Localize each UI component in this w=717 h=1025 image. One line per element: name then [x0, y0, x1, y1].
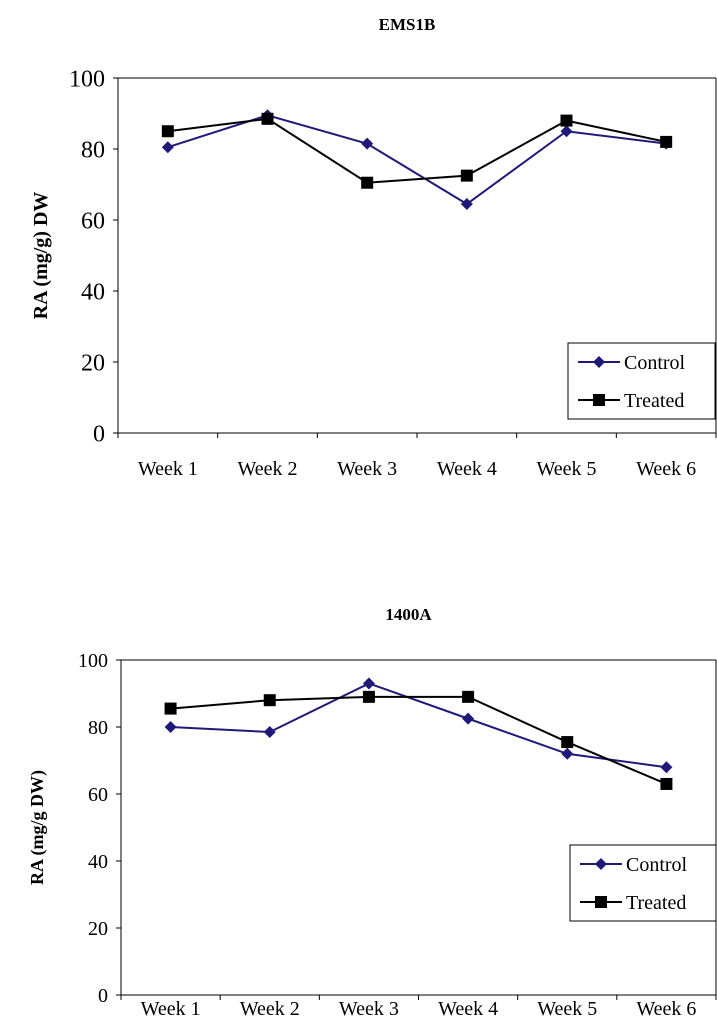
data-point-control: [460, 198, 473, 211]
y-tick-label: 0: [98, 985, 108, 1007]
x-tick-label: Week 3: [337, 458, 397, 480]
data-point-control: [161, 141, 174, 154]
data-point-treated: [660, 777, 673, 790]
legend-label-treated: Treated: [624, 390, 684, 412]
x-tick-label: Week 6: [636, 998, 696, 1020]
data-point-control: [660, 761, 673, 774]
data-point-control: [462, 712, 475, 725]
y-tick-label: 80: [81, 137, 105, 163]
y-axis-label: RA (mg/g DW): [27, 770, 48, 885]
legend-box: [569, 844, 717, 922]
x-tick-label: Week 6: [636, 458, 696, 480]
data-point-treated: [263, 694, 276, 707]
data-point-treated: [261, 112, 274, 125]
data-point-control: [263, 726, 276, 739]
y-tick-label: 80: [88, 717, 108, 739]
y-tick-label: 20: [81, 350, 105, 376]
series-line-treated: [167, 117, 667, 184]
chart-ems1b: EMS1B RA (mg/g) DW 0 20 40 60 80 100 Week 1 Week …: [30, 15, 717, 480]
y-tick-label: 100: [78, 650, 108, 672]
data-point-control: [361, 137, 374, 150]
data-point-treated: [560, 114, 573, 127]
data-point-treated: [460, 169, 473, 182]
legend-marker-treated: [595, 896, 607, 908]
x-tick-label: Week 3: [339, 998, 399, 1020]
data-point-treated: [361, 176, 374, 189]
data-point-treated: [362, 690, 375, 703]
x-tick-label: Week 5: [537, 998, 597, 1020]
series-line-control: [167, 114, 667, 206]
series-line-control: [170, 682, 667, 769]
y-tick-label: 60: [81, 208, 105, 234]
legend-marker-control: [595, 858, 607, 870]
legend-label-control: Control: [626, 854, 688, 876]
chart-title: 1400A: [385, 605, 432, 624]
chart-1400a: 1400A RA (mg/g DW) 0 20 40 60 80 100 Week 1 Week …: [27, 605, 717, 1020]
data-point-treated: [561, 736, 574, 749]
data-point-control: [362, 677, 375, 690]
series-line-treated: [170, 695, 667, 785]
x-tick-label: Week 2: [240, 998, 300, 1020]
legend-marker-treated: [593, 394, 605, 406]
x-tick-label: Week 1: [141, 998, 201, 1020]
data-point-control: [560, 125, 573, 138]
x-tick-label: Week 2: [237, 458, 297, 480]
y-tick-label: 100: [69, 66, 105, 92]
x-tick-label: Week 5: [536, 458, 596, 480]
data-point-treated: [164, 702, 177, 715]
y-tick-label: 0: [93, 421, 105, 447]
data-point-treated: [660, 135, 673, 148]
data-point-control: [561, 747, 574, 760]
chart-title: EMS1B: [379, 15, 436, 34]
legend-box: [567, 342, 716, 420]
legend-marker-control: [593, 356, 605, 368]
y-tick-label: 40: [88, 851, 108, 873]
legend-label-control: Control: [624, 352, 686, 374]
x-tick-label: Week 4: [438, 998, 498, 1020]
x-tick-label: Week 4: [437, 458, 497, 480]
y-tick-label: 20: [88, 918, 108, 940]
y-tick-label: 60: [88, 784, 108, 806]
data-point-treated: [161, 125, 174, 138]
y-tick-label: 40: [81, 279, 105, 305]
x-tick-label: Week 1: [138, 458, 198, 480]
data-point-control: [164, 721, 177, 733]
legend-label-treated: Treated: [626, 892, 686, 914]
y-axis-label: RA (mg/g) DW: [30, 192, 52, 320]
data-point-treated: [462, 690, 475, 703]
